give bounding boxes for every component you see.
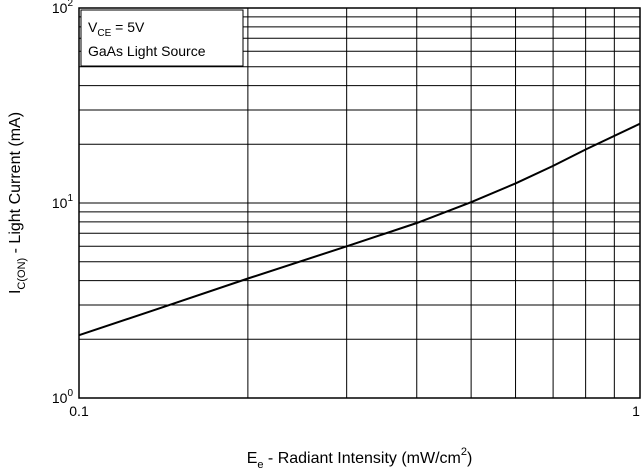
legend-light-source: GaAs Light Source <box>88 43 206 59</box>
y-tick-label: 102 <box>52 0 74 16</box>
x-axis-label: Ee - Radiant Intensity (mW/cm2) <box>247 446 473 471</box>
tick-labels: 0.1 1 100 101 102 <box>52 0 640 419</box>
grid <box>79 8 640 398</box>
x-tick-label: 0.1 <box>69 403 89 419</box>
legend: VCE = 5V GaAs Light Source <box>80 9 244 67</box>
legend-condition-voltage: VCE = 5V <box>88 19 145 39</box>
y-axis-label: IC(ON) - Light Current (mA) <box>7 112 28 294</box>
x-tick-label: 1 <box>632 403 640 419</box>
y-tick-label: 100 <box>52 388 74 406</box>
y-tick-label: 101 <box>52 193 74 211</box>
legend-box <box>80 9 244 67</box>
plot-frame <box>78 7 641 399</box>
series-line <box>78 122 641 337</box>
